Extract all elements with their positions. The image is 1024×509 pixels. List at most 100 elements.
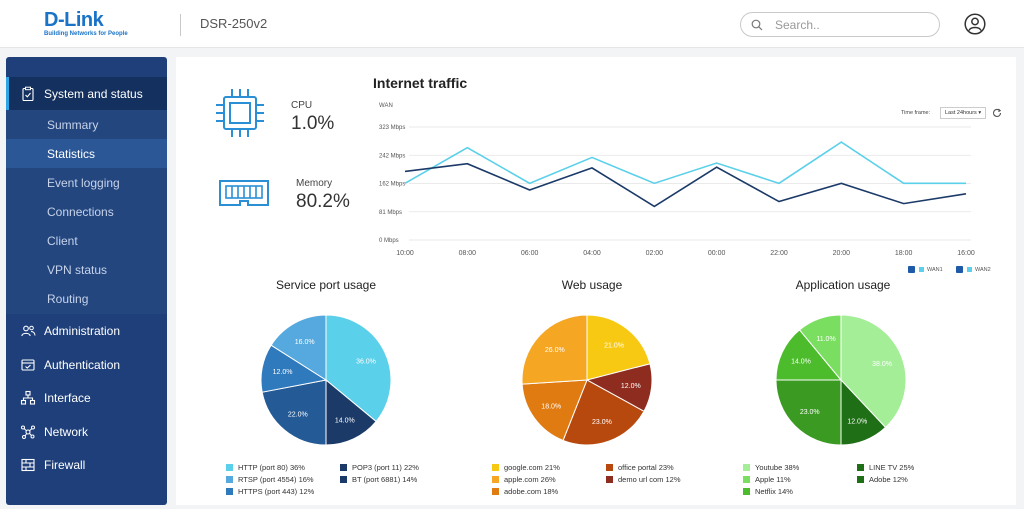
legend-item[interactable]: LINE TV 25% xyxy=(857,463,971,472)
legend-item[interactable]: POP3 (port 11) 22% xyxy=(340,463,454,472)
legend-item[interactable]: Netflix 14% xyxy=(743,487,857,496)
legend-item[interactable]: demo url com 12% xyxy=(606,475,720,484)
x-tick-label: 10:00 xyxy=(396,250,414,257)
legend-label: Youtube 38% xyxy=(755,462,800,472)
legend-label: apple.com 26% xyxy=(504,474,556,484)
pie-slice[interactable] xyxy=(775,379,842,446)
legend-label: HTTP (port 80) 36% xyxy=(238,462,305,472)
legend-item[interactable]: HTTPS (port 443) 12% xyxy=(226,487,340,496)
legend-item[interactable]: BT (port 6881) 14% xyxy=(340,475,454,484)
x-tick-label: 02:00 xyxy=(646,250,664,257)
timeframe-label: Time frame: xyxy=(901,110,931,116)
traffic-interface-label: WAN xyxy=(379,103,393,109)
sidebar-item-authentication[interactable]: Authentication xyxy=(6,348,167,382)
search-icon xyxy=(751,19,763,30)
refresh-icon[interactable] xyxy=(992,108,1002,118)
sidebar-item-interface[interactable]: Interface xyxy=(6,381,167,415)
legend-wan2[interactable]: WAN2 xyxy=(956,266,991,273)
pie-slice[interactable] xyxy=(261,379,327,446)
legend-item[interactable]: Youtube 38% xyxy=(743,463,857,472)
logo-tagline: Building Networks for People xyxy=(44,31,128,37)
sidebar-item-label: System and status xyxy=(44,87,143,101)
slice-label: 22.0% xyxy=(288,412,308,419)
slice-label: 23.0% xyxy=(592,419,612,426)
legend-swatch xyxy=(743,475,750,483)
pie-slice[interactable] xyxy=(586,314,651,381)
service-port-usage-title: Service port usage xyxy=(275,278,377,292)
pie-slice[interactable] xyxy=(775,329,843,381)
x-tick-label: 22:00 xyxy=(770,250,788,257)
pie-slice[interactable] xyxy=(521,314,588,385)
legend-label: RTSP (port 4554) 16% xyxy=(238,474,314,484)
x-tick-label: 00:00 xyxy=(708,250,726,257)
sidebar-item-system-and-status[interactable]: System and status xyxy=(6,77,167,111)
legend-wan2-label: WAN2 xyxy=(975,266,991,273)
sidebar-subitem-vpn-status[interactable]: VPN status xyxy=(47,262,108,277)
y-tick-label: 0 Mbps xyxy=(379,238,399,244)
legend-item[interactable]: apple.com 26% xyxy=(492,475,606,484)
sidebar-subitem-client[interactable]: Client xyxy=(47,233,78,248)
pie-slice[interactable] xyxy=(270,314,327,381)
pie-slice[interactable] xyxy=(562,379,645,446)
legend-swatch xyxy=(606,475,613,483)
pie-slice[interactable] xyxy=(840,314,907,429)
sidebar-subitem-connections[interactable]: Connections xyxy=(47,204,114,219)
checkbox-icon[interactable] xyxy=(908,266,915,273)
legend-item[interactable]: RTSP (port 4554) 16% xyxy=(226,475,340,484)
sidebar-item-firewall[interactable]: Firewall xyxy=(6,448,167,482)
sidebar-subitem-event-logging[interactable]: Event logging xyxy=(47,175,120,190)
y-tick-label: 162 Mbps xyxy=(379,182,405,188)
legend-item[interactable]: office portal 23% xyxy=(606,463,720,472)
search-input[interactable] xyxy=(775,17,925,32)
pie-slice[interactable] xyxy=(325,314,392,423)
sidebar-subitem-routing[interactable]: Routing xyxy=(47,291,89,306)
pie-slice[interactable] xyxy=(521,379,588,442)
legend-label: google.com 21% xyxy=(504,462,560,472)
legend-item[interactable]: google.com 21% xyxy=(492,463,606,472)
dlink-logo[interactable]: D-Link Building Networks for People xyxy=(44,10,128,38)
x-tick-label: 04:00 xyxy=(583,250,601,257)
legend-item[interactable]: Adobe 12% xyxy=(857,475,971,484)
legend-item[interactable]: Apple 11% xyxy=(743,475,857,484)
legend-wan1[interactable]: WAN1 xyxy=(908,266,943,273)
traffic-chart-title: Internet traffic xyxy=(373,75,468,91)
service-port-legend: HTTP (port 80) 36% POP3 (port 11) 22% RTSP… xyxy=(226,461,454,497)
legend-item[interactable]: adobe.com 18% xyxy=(492,487,606,496)
x-tick-label: 08:00 xyxy=(459,250,477,257)
y-tick-label: 323 Mbps xyxy=(379,125,405,131)
sidebar-item-administration[interactable]: Administration xyxy=(6,314,167,348)
legend-row: HTTP (port 80) 36% POP3 (port 11) 22% xyxy=(226,461,454,473)
web-usage-title: Web usage xyxy=(561,278,623,292)
slice-label: 26.0% xyxy=(545,347,565,354)
cpu-icon xyxy=(216,89,264,137)
cpu-label: CPU xyxy=(291,100,313,111)
memory-value: 80.2% xyxy=(296,191,350,212)
y-tick-label: 242 Mbps xyxy=(379,153,405,159)
legend-label: Adobe 12% xyxy=(869,474,908,484)
timeframe-value: Last 24hours xyxy=(945,110,977,116)
sidebar-subitem-statistics[interactable]: Statistics xyxy=(6,139,167,168)
user-account-icon[interactable] xyxy=(964,13,986,35)
slice-label: 36.0% xyxy=(356,359,376,366)
slice-label: 12.0% xyxy=(847,419,867,426)
slice-label: 21.0% xyxy=(604,343,624,350)
web-usage-legend: google.com 21% office portal 23% apple.com… xyxy=(492,461,720,497)
application-usage-title: Application usage xyxy=(795,278,891,292)
timeframe-select[interactable]: Last 24hours ▾ xyxy=(940,107,987,119)
legend-item[interactable]: HTTP (port 80) 36% xyxy=(226,463,340,472)
search-box[interactable] xyxy=(740,12,940,37)
sidebar-item-label: Network xyxy=(44,424,89,439)
web-usage-pie-chart: 21.0% 12.0% 23.0% 18.0% 26.0% xyxy=(521,314,653,446)
slice-label: 14.0% xyxy=(335,417,355,424)
checkbox-icon[interactable] xyxy=(956,266,963,273)
pie-slice[interactable] xyxy=(798,314,842,382)
header: D-Link Building Networks for People DSR-… xyxy=(0,0,1024,48)
series-line-wan2 xyxy=(404,162,967,208)
legend-label: demo url com 12% xyxy=(618,474,681,484)
sidebar-subitem-summary[interactable]: Summary xyxy=(47,117,99,132)
sidebar-item-network[interactable]: Network xyxy=(6,415,167,449)
pie-slice[interactable] xyxy=(325,378,377,446)
legend-swatch xyxy=(226,463,233,471)
interface-tree-icon xyxy=(20,390,36,405)
legend-label: Netflix 14% xyxy=(755,486,793,496)
